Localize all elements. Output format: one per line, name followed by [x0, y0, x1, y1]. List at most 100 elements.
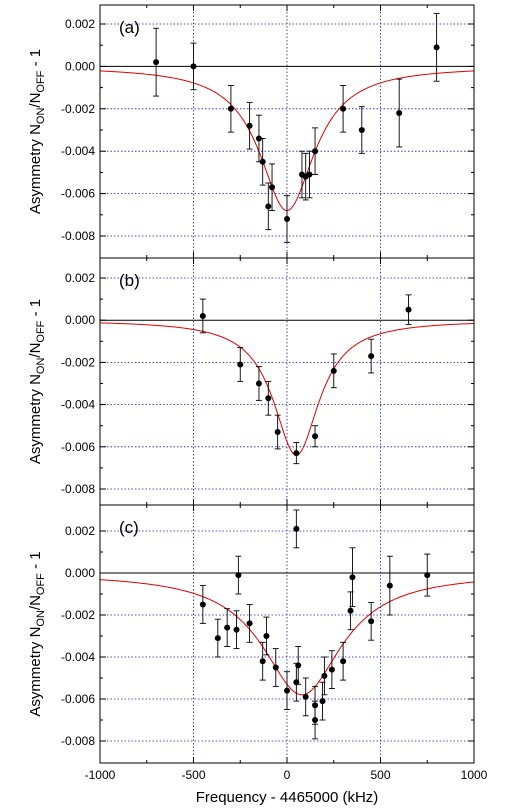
- data-point: [328, 650, 335, 689]
- point-marker: [265, 203, 272, 210]
- point-marker: [319, 698, 326, 705]
- point-marker: [233, 626, 240, 633]
- y-axis-title-part: ON: [35, 358, 47, 375]
- y-axis-title: Asymmetry NON/NOFF - 1: [27, 49, 47, 214]
- data-point: [386, 555, 393, 616]
- data-point: [293, 509, 300, 549]
- data-point: [321, 656, 328, 696]
- y-axis-title-part: /N: [27, 343, 44, 358]
- point-marker: [272, 664, 279, 671]
- y-axis-title-part: OFF: [35, 573, 47, 595]
- data-point: [263, 616, 270, 656]
- data-point: [272, 648, 279, 687]
- fit-curve: [100, 322, 474, 456]
- data-point: [424, 553, 431, 597]
- data-point: [284, 195, 290, 243]
- y-axis-title-part: /N: [27, 595, 44, 610]
- point-marker: [284, 687, 290, 694]
- y-axis-title-part: Asymmetry N: [27, 124, 44, 214]
- point-marker: [274, 429, 281, 436]
- y-tick-label: -0.002: [61, 102, 95, 116]
- point-marker: [199, 601, 206, 608]
- panel-label: (a): [119, 18, 140, 37]
- point-marker: [306, 171, 313, 178]
- panel-b: 0.002 0.000 -0.002 -0.004 -0.006 -0.008 (b) Asy…: [27, 257, 475, 506]
- y-tick-label: 0.000: [65, 566, 95, 580]
- point-marker: [340, 105, 347, 112]
- point-marker: [293, 525, 300, 532]
- data-point: [259, 641, 266, 681]
- y-tick-label: 0.002: [65, 17, 95, 31]
- point-marker: [255, 380, 262, 387]
- x-tick-label: -500: [181, 768, 205, 782]
- data-point: [368, 338, 375, 374]
- data-point: [319, 681, 326, 721]
- y-tick-label: 0.000: [65, 313, 95, 327]
- point-marker: [295, 662, 302, 669]
- x-tick-label: -1000: [85, 768, 116, 782]
- y-tick-label: -0.008: [61, 229, 95, 243]
- panel-label: (b): [119, 271, 140, 290]
- point-marker: [214, 635, 221, 642]
- point-marker: [263, 633, 270, 639]
- y-axis-title-part: - 1: [27, 49, 44, 71]
- point-marker: [153, 59, 160, 66]
- point-marker: [330, 367, 337, 374]
- data-point: [340, 641, 347, 681]
- data-point: [153, 27, 160, 97]
- y-tick-label: -0.002: [61, 355, 95, 369]
- y-axis-title-part: - 1: [27, 299, 44, 321]
- point-marker: [368, 618, 375, 625]
- data-point: [330, 353, 337, 389]
- data-point: [312, 700, 319, 740]
- point-marker: [321, 672, 328, 679]
- data-point: [224, 608, 231, 647]
- y-axis-title-part: Asymmetry N: [27, 374, 44, 464]
- point-marker: [259, 658, 266, 665]
- data-point: [227, 85, 234, 133]
- data-point: [246, 101, 253, 150]
- data-point: [265, 380, 272, 416]
- point-marker: [255, 135, 262, 142]
- y-axis-title-part: OFF: [35, 70, 47, 92]
- x-tick-label: 1000: [461, 768, 488, 782]
- y-tick-label: 0.002: [65, 524, 95, 538]
- data-point: [347, 591, 354, 631]
- y-tick-label: -0.004: [61, 650, 95, 664]
- data-point: [368, 601, 375, 641]
- y-tick-label: -0.004: [61, 398, 95, 412]
- y-axis-title-part: - 1: [27, 551, 44, 573]
- y-axis-title-part: OFF: [35, 320, 47, 342]
- point-marker: [405, 306, 412, 313]
- data-point: [396, 78, 403, 148]
- y-axis-title-part: ON: [35, 108, 47, 125]
- data-point: [312, 425, 319, 448]
- data-point: [269, 163, 276, 212]
- point-marker: [224, 624, 231, 631]
- data-point: [199, 298, 206, 334]
- data-point: [433, 12, 440, 82]
- x-axis-title: Frequency - 4465000 (kHz): [196, 789, 379, 806]
- data-point: [293, 442, 300, 465]
- y-tick-label: 0.002: [65, 271, 95, 285]
- point-marker: [358, 127, 365, 133]
- y-tick-label: -0.006: [61, 692, 95, 706]
- y-tick-label: -0.006: [61, 440, 95, 454]
- data-point: [190, 42, 197, 91]
- point-marker: [386, 582, 393, 589]
- point-marker: [312, 717, 319, 723]
- point-marker: [340, 658, 347, 665]
- point-marker: [227, 105, 234, 112]
- y-axis-title-part: ON: [35, 610, 47, 627]
- y-tick-label: -0.002: [61, 608, 95, 622]
- x-tick-label: 0: [284, 768, 291, 782]
- data-point: [312, 127, 319, 175]
- data-point: [302, 152, 309, 201]
- data-point: [255, 366, 262, 401]
- point-marker: [368, 353, 375, 360]
- data-point: [246, 604, 253, 643]
- point-marker: [433, 44, 440, 51]
- point-marker: [246, 620, 253, 627]
- point-marker: [396, 110, 403, 117]
- data-point: [358, 106, 365, 154]
